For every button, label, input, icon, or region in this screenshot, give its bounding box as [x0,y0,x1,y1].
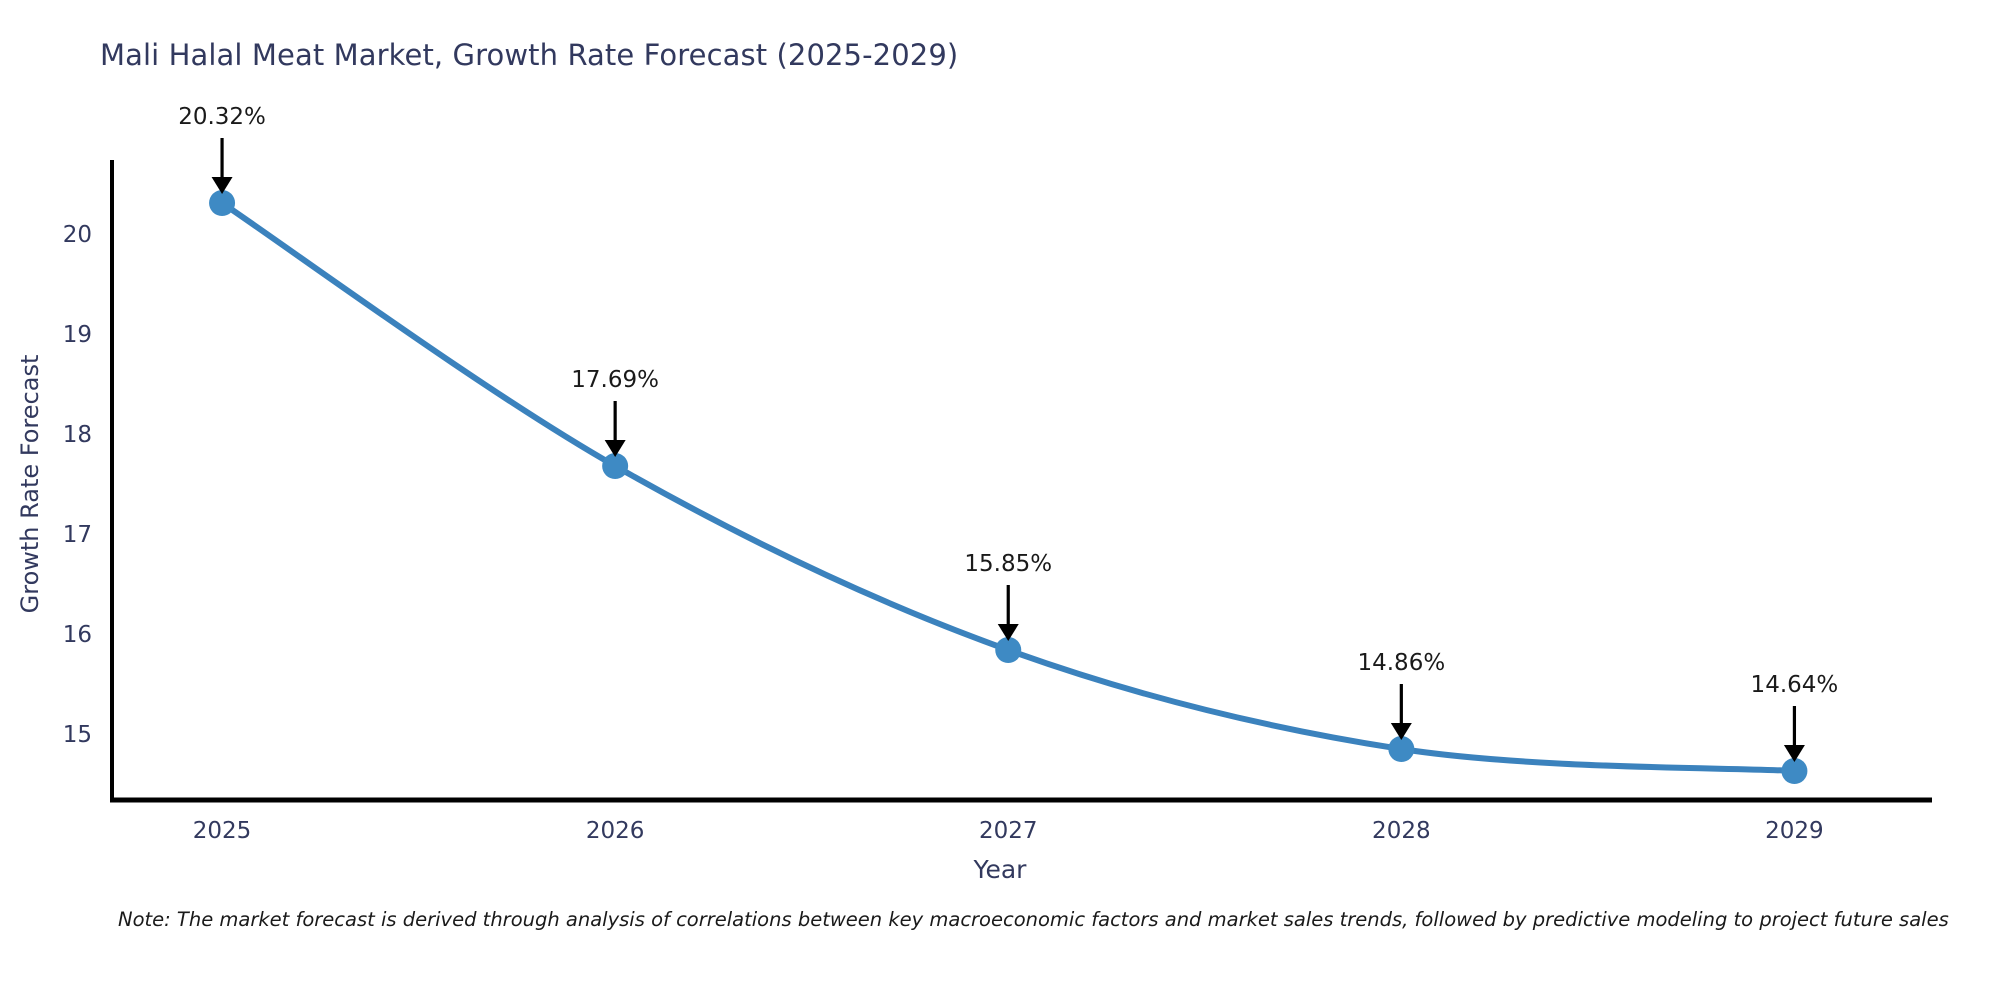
y-tick-label: 15 [62,722,92,748]
annotation-arrow-head [1390,723,1412,740]
annotation-arrows [211,138,1805,762]
data-point-label: 15.85% [964,551,1053,577]
x-tick-label: 2027 [978,818,1038,844]
data-point-label: 20.32% [178,104,266,130]
data-point-marker[interactable] [1781,758,1808,784]
chart-title: Mali Halal Meat Market, Growth Rate Fore… [100,38,959,72]
x-tick-label: 2026 [585,818,645,844]
x-tick-label: 2028 [1372,818,1431,844]
data-point-label: 14.64% [1750,672,1839,698]
data-point-marker[interactable] [602,453,629,479]
annotation-arrow-head [1783,745,1805,762]
data-point-marker[interactable] [209,190,236,216]
data-series-line [219,200,1798,774]
annotation-arrow-head [997,624,1019,641]
annotation-arrow-head [604,440,626,457]
data-point-markers [209,190,1808,784]
data-point-marker[interactable] [995,637,1022,663]
x-axis-title: Year [973,855,1027,884]
x-tick-label: 2025 [192,818,252,844]
y-tick-label: 19 [62,322,92,348]
data-point-marker[interactable] [1388,736,1415,762]
axes [110,160,1932,803]
data-point-label: 14.86% [1357,650,1446,676]
series-path [219,200,1798,774]
footnote: Note: The market forecast is derived thr… [118,908,1949,931]
x-tick-label: 2029 [1765,818,1824,844]
y-tick-label: 17 [62,522,92,548]
data-point-label: 17.69% [571,367,659,393]
y-tick-label: 20 [62,222,92,248]
y-tick-label: 18 [62,422,92,448]
annotation-arrow-head [211,177,233,194]
y-tick-label: 16 [62,622,92,648]
